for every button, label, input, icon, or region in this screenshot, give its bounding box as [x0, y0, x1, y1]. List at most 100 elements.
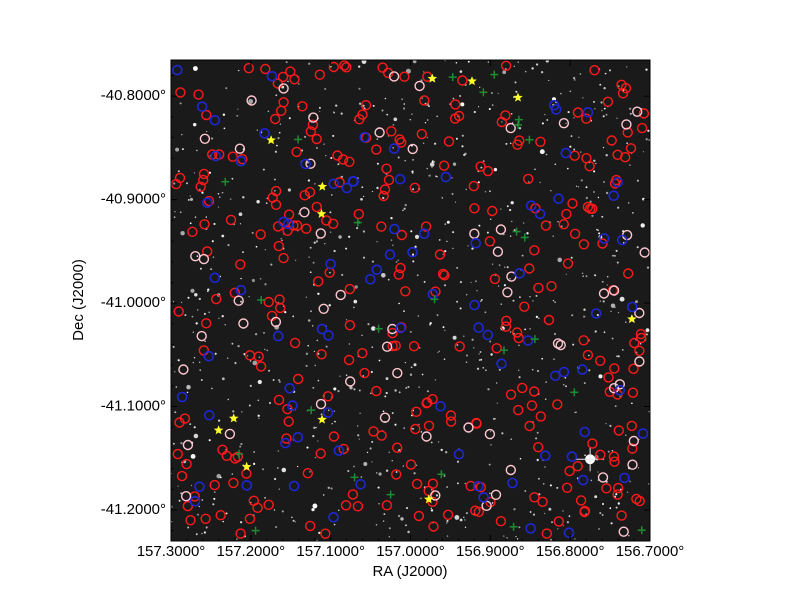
green-plus-marker	[257, 296, 266, 305]
field-star	[619, 296, 625, 302]
field-star	[575, 411, 577, 413]
field-star	[455, 137, 458, 140]
field-star	[370, 370, 373, 374]
field-star	[175, 386, 178, 388]
pink-circle-marker	[608, 285, 620, 296]
field-star	[172, 345, 175, 348]
green-plus-marker	[448, 73, 457, 82]
field-star	[341, 273, 344, 276]
field-star	[333, 249, 336, 253]
field-star	[403, 207, 406, 210]
green-plus-marker	[251, 526, 260, 535]
red-circle-marker	[203, 195, 215, 207]
field-star	[583, 382, 586, 385]
pink-circle-marker	[490, 489, 502, 500]
field-star	[407, 530, 410, 534]
red-circle-marker	[601, 483, 612, 494]
field-star	[636, 179, 639, 182]
field-star	[208, 439, 211, 442]
red-circle-marker	[334, 177, 345, 188]
green-plus-marker	[386, 490, 395, 499]
red-circle-marker	[292, 373, 304, 385]
field-star	[592, 100, 596, 103]
red-circle-marker	[357, 348, 368, 359]
field-star	[591, 214, 594, 217]
red-circle-marker	[328, 61, 339, 73]
green-plus-marker	[307, 406, 316, 415]
field-star	[626, 66, 628, 68]
red-circle-marker	[270, 185, 282, 197]
blue-circle-marker	[525, 523, 536, 534]
field-star	[570, 135, 573, 138]
field-star	[310, 310, 312, 313]
red-circle-marker	[552, 399, 563, 410]
green-plus-marker	[479, 88, 488, 97]
field-star	[333, 523, 336, 526]
field-star	[327, 409, 330, 412]
field-star	[443, 475, 446, 477]
red-circle-marker	[383, 174, 395, 186]
field-star	[309, 271, 312, 274]
field-star	[357, 434, 360, 437]
blue-circle-marker	[284, 382, 296, 394]
field-star	[376, 241, 378, 243]
blue-circle-marker	[209, 272, 221, 284]
pink-circle-marker	[234, 143, 246, 154]
field-star	[605, 154, 608, 157]
red-circle-marker	[200, 513, 211, 524]
field-star	[307, 319, 311, 322]
field-star	[645, 328, 650, 333]
field-star	[329, 211, 332, 214]
field-star	[496, 402, 498, 404]
pink-circle-marker	[335, 289, 346, 301]
blue-circle-marker	[507, 477, 518, 489]
red-circle-marker	[438, 160, 450, 171]
field-star	[437, 441, 440, 443]
red-circle-marker	[471, 417, 482, 429]
field-star	[196, 149, 198, 152]
field-star	[467, 60, 470, 63]
field-star	[398, 391, 401, 394]
field-star	[288, 117, 291, 120]
field-star	[257, 414, 260, 417]
field-star	[249, 360, 252, 362]
field-star	[553, 332, 557, 336]
field-star	[307, 344, 309, 347]
field-star	[275, 525, 278, 529]
red-circle-marker	[519, 301, 530, 312]
red-circle-marker	[371, 385, 382, 397]
green-plus-marker	[520, 233, 529, 242]
red-circle-marker	[340, 500, 352, 511]
red-circle-marker	[227, 151, 239, 162]
field-star	[338, 509, 340, 511]
field-star	[500, 208, 502, 210]
field-star	[599, 83, 602, 86]
field-star	[192, 122, 197, 127]
red-circle-marker	[627, 443, 638, 454]
field-star	[411, 427, 414, 430]
field-star	[456, 300, 459, 303]
field-star	[456, 482, 459, 485]
blue-circle-marker	[209, 115, 221, 126]
red-circle-marker	[625, 143, 637, 154]
field-star	[565, 122, 567, 125]
field-star	[539, 149, 545, 155]
field-star	[241, 411, 243, 413]
field-star	[353, 465, 355, 468]
field-star	[254, 333, 258, 336]
field-star	[208, 171, 212, 174]
red-circle-marker	[495, 516, 507, 527]
red-circle-marker	[174, 417, 185, 428]
field-star	[391, 412, 394, 415]
blue-circle-marker	[388, 143, 400, 154]
field-star	[258, 417, 260, 420]
field-star	[205, 526, 208, 529]
red-circle-marker	[344, 320, 356, 331]
field-star	[239, 223, 242, 225]
green-plus-marker	[512, 227, 521, 236]
field-star	[358, 438, 360, 440]
red-circle-marker	[443, 136, 455, 147]
field-star	[539, 181, 541, 184]
field-star	[208, 311, 210, 314]
pink-circle-marker	[305, 158, 316, 169]
